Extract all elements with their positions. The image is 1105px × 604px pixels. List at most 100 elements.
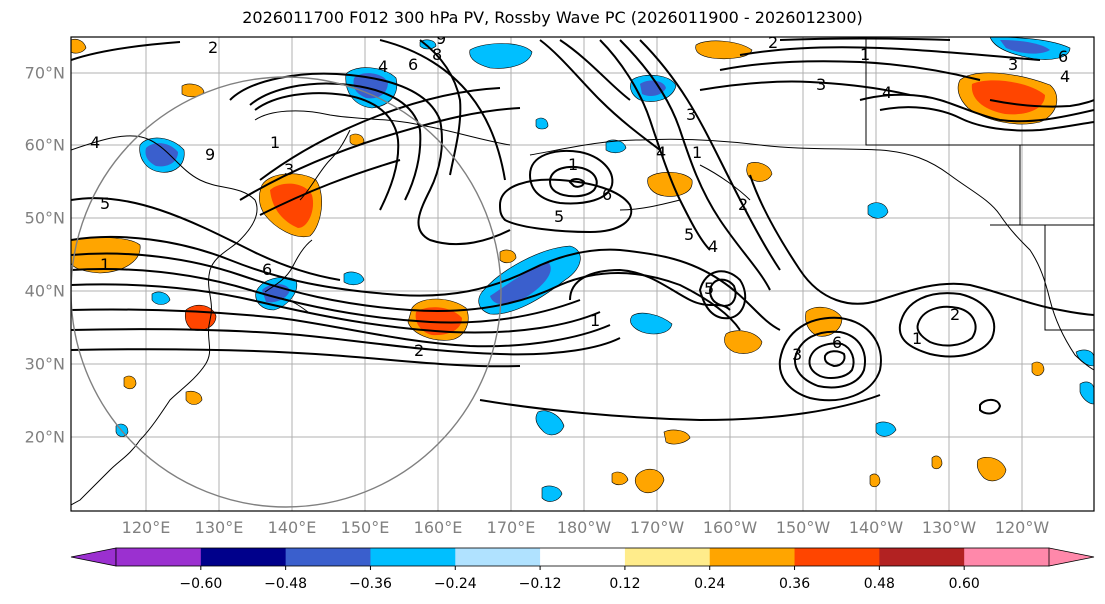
map-background bbox=[71, 37, 1094, 511]
colorbar-tick-label: 0.36 bbox=[778, 576, 811, 592]
colorbar-tick-label: 0.48 bbox=[863, 576, 895, 592]
contour-label: 9 bbox=[205, 145, 215, 164]
contour-labels: 2 4 9 1 3 5 1 6 4 6 8 9 1 6 5 1 2 4 1 3 … bbox=[90, 29, 1070, 364]
colorbar-tick-label: 0.24 bbox=[694, 576, 726, 592]
latitude-label: 30°N bbox=[24, 354, 65, 374]
contour-label: 2 bbox=[738, 195, 748, 214]
contour-label: 4 bbox=[708, 237, 718, 256]
anomaly-blob bbox=[181, 83, 205, 98]
colorbar-segment bbox=[370, 548, 456, 566]
longitude-label: 180°W bbox=[556, 518, 612, 537]
longitude-label: 140°E bbox=[267, 518, 317, 537]
anomaly-blob bbox=[255, 277, 298, 311]
colorbar-tick-label: 0.60 bbox=[948, 576, 980, 592]
contour-label: 1 bbox=[270, 133, 280, 152]
anomaly-blob bbox=[869, 473, 881, 488]
longitude-label: 130°E bbox=[194, 518, 244, 537]
colorbar-frame bbox=[115, 547, 1050, 567]
contour-label: 2 bbox=[208, 38, 218, 57]
anomaly-blob bbox=[535, 117, 549, 130]
positive-anomaly-regions bbox=[71, 38, 1058, 493]
contour-label: 1 bbox=[568, 155, 578, 174]
anomaly-blob bbox=[605, 139, 627, 154]
anomaly-blob bbox=[724, 330, 763, 354]
anomaly-blob bbox=[867, 202, 889, 219]
anomaly-blob bbox=[640, 80, 666, 96]
longitude-label: 170°W bbox=[629, 518, 685, 537]
plot-title: 2026011700 F012 300 hPa PV, Rossby Wave … bbox=[242, 8, 863, 27]
contour-label: 6 bbox=[262, 260, 272, 279]
anomaly-blob bbox=[343, 271, 365, 286]
colorbar-segment bbox=[624, 548, 711, 566]
anomaly-blob bbox=[151, 291, 171, 305]
contour-label: 2 bbox=[768, 33, 778, 52]
contour-label: 5 bbox=[100, 194, 110, 213]
colorbar-segment bbox=[540, 548, 626, 566]
longitude-label: 160°E bbox=[413, 518, 463, 537]
anomaly-blob bbox=[611, 471, 629, 486]
anomaly-blob bbox=[1031, 361, 1045, 376]
reference-circle bbox=[71, 76, 502, 508]
colorbar-tick-label: −0.48 bbox=[264, 576, 308, 592]
colorbar-segment bbox=[879, 548, 965, 566]
contour-label: 2 bbox=[414, 341, 424, 360]
anomaly-blob bbox=[71, 38, 87, 54]
colorbar-tick-label: −0.12 bbox=[518, 576, 562, 592]
latitude-label: 50°N bbox=[24, 208, 65, 228]
contour-label: 4 bbox=[90, 133, 100, 152]
contour-label: 1 bbox=[860, 45, 870, 64]
pv-contours bbox=[71, 37, 1094, 422]
contour-label: 4 bbox=[378, 57, 388, 76]
anomaly-blob bbox=[663, 429, 691, 445]
colorbar-segment bbox=[794, 548, 880, 566]
colorbar bbox=[70, 547, 1095, 570]
contour-label: 4 bbox=[656, 143, 666, 162]
contour-label: 1 bbox=[590, 311, 600, 330]
contour-label: 1 bbox=[692, 143, 702, 162]
contour-label: 8 bbox=[432, 45, 442, 64]
contour-label: 3 bbox=[792, 345, 802, 364]
latitude-label: 60°N bbox=[24, 135, 65, 155]
contour-label: 4 bbox=[882, 83, 892, 102]
contour-label: 6 bbox=[408, 55, 418, 74]
contour-label: 6 bbox=[1058, 47, 1068, 66]
contour-label: 2 bbox=[950, 305, 960, 324]
anomaly-blob bbox=[875, 421, 897, 437]
anomaly-blob bbox=[139, 137, 185, 173]
contour-label: 6 bbox=[832, 333, 842, 352]
longitude-label: 130°W bbox=[921, 518, 977, 537]
contour-label: 3 bbox=[686, 105, 696, 124]
contour-label: 1 bbox=[100, 255, 110, 274]
longitude-label: 120°W bbox=[994, 518, 1050, 537]
longitude-label: 150°W bbox=[775, 518, 831, 537]
anomaly-blob bbox=[634, 468, 665, 493]
colorbar-segment bbox=[200, 548, 287, 566]
contour-label: 5 bbox=[684, 225, 694, 244]
anomaly-blob bbox=[349, 133, 365, 146]
contour-label: 6 bbox=[602, 185, 612, 204]
anomaly-blob bbox=[1079, 381, 1094, 405]
anomaly-blob bbox=[976, 457, 1007, 482]
anomaly-blob bbox=[647, 171, 693, 197]
anomaly-blob bbox=[695, 40, 753, 60]
longitude-label: 170°E bbox=[486, 518, 536, 537]
anomaly-blob bbox=[123, 375, 137, 390]
colorbar-tick-label: −0.60 bbox=[179, 576, 223, 592]
colorbar-segment bbox=[285, 548, 371, 566]
latitude-label: 70°N bbox=[24, 63, 65, 83]
latitude-label: 40°N bbox=[24, 281, 65, 301]
longitude-label: 160°W bbox=[702, 518, 758, 537]
anomaly-blob bbox=[541, 485, 563, 502]
anomaly-blob bbox=[499, 249, 517, 264]
contour-label: 3 bbox=[1008, 55, 1018, 74]
anomaly-blob bbox=[185, 390, 203, 405]
colorbar-tick-label: −0.24 bbox=[433, 576, 477, 592]
anomaly-blob bbox=[1000, 40, 1050, 54]
anomaly-blob bbox=[746, 162, 773, 182]
contour-label: 3 bbox=[284, 160, 294, 179]
latitude-label: 20°N bbox=[24, 427, 65, 447]
colorbar-extension-low bbox=[70, 547, 117, 567]
contour-label: 9 bbox=[436, 29, 446, 48]
colorbar-segment bbox=[709, 548, 796, 566]
